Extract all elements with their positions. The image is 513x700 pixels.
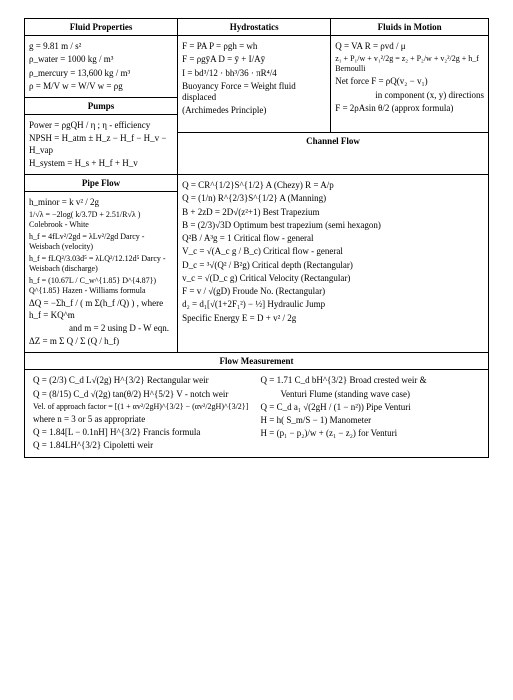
eq-rho-water: ρ_water = 1000 kg / m³	[29, 54, 173, 65]
eq-pf2: 1/√λ = −2log( k/3.7D + 2.51/R√λ ) Colebr…	[29, 210, 173, 230]
cell-flowmeas: Q = (2/3) C_d L√(2g) H^{3/2} Rectangular…	[25, 370, 489, 457]
eq-fm-r3: Q = C_d a₁ √(2gH / (1 − n²)) Pipe Ventur…	[261, 402, 481, 413]
eq-hs5: (Archimedes Principle)	[182, 105, 326, 116]
eq-fm-l3: Vel. of approach factor = [(1 + αv²/2gH)…	[33, 402, 253, 412]
eq-c8: v_c = √(D_c g) Critical Velocity (Rectan…	[182, 273, 484, 284]
eq-pf4: h_f = fLQ²/3.03d⁵ = λLQ²/12.12d⁵ Darcy -…	[29, 254, 173, 274]
header-fluid-props: Fluid Properties	[25, 19, 178, 36]
eq-p3: H_system = H_s + H_f + H_v	[29, 158, 173, 169]
eq-fm-l5: Q = 1.84[L − 0.1nH] H^{3/2} Francis form…	[33, 427, 253, 438]
eq-hs2: F = ρgȳA D = ȳ + I/Aȳ	[182, 54, 326, 65]
eq-m1: Q = VA R = ρvd / μ	[335, 41, 484, 52]
eq-pf1: h_minor = k v² / 2g	[29, 197, 173, 208]
eq-c3: B + 2zD = 2D√(z²+1) Best Trapezium	[182, 207, 484, 218]
header-fluids-motion: Fluids in Motion	[331, 19, 489, 36]
eq-fm-l2: Q = (8/15) C_d √(2g) tan(θ/2) H^{5/2} V …	[33, 389, 253, 400]
cell-hydrostatics: F = PA P = ρgh = wh F = ρgȳA D = ȳ + I/A…	[178, 36, 331, 133]
eq-pf8: ΔZ = m Σ Q / Σ (Q / h_f)	[29, 336, 173, 347]
eq-pf6: ΔQ = −Σh_f / ( m Σ(h_f /Q) ) , where h_f…	[29, 298, 173, 321]
eq-pf5: h_f = (10.67L / C_w^{1.85} D^{4.87}) Q^{…	[29, 276, 173, 296]
eq-c9: F = v / √(gD) Froude No. (Rectangular)	[182, 286, 484, 297]
cell-fluid-props: g = 9.81 m / s² ρ_water = 1000 kg / m³ ρ…	[25, 36, 178, 98]
eq-fm-r2: Venturi Flume (standing wave case)	[261, 389, 481, 400]
eq-fm-l1: Q = (2/3) C_d L√(2g) H^{3/2} Rectangular…	[33, 375, 253, 386]
header-hydrostatics: Hydrostatics	[178, 19, 331, 36]
eq-m2: z₁ + P₁/w + v₁²/2g = z₂ + P₂/w + v₂²/2g …	[335, 54, 484, 74]
eq-g: g = 9.81 m / s²	[29, 41, 173, 52]
eq-p1: Power = ρgQH / η ; η - efficiency	[29, 120, 173, 131]
cell-channel: Q = CR^{1/2}S^{1/2} A (Chezy) R = A/p Q …	[178, 175, 489, 353]
eq-c1: Q = CR^{1/2}S^{1/2} A (Chezy) R = A/p	[182, 180, 484, 191]
eq-c11: Specific Energy E = D + v² / 2g	[182, 313, 484, 324]
header-channel: Channel Flow	[178, 133, 489, 175]
eq-m5: F = 2ρAsin θ/2 (approx formula)	[335, 103, 484, 114]
header-flowmeas: Flow Measurement	[25, 353, 489, 370]
cell-pipe: h_minor = k v² / 2g 1/√λ = −2log( k/3.7D…	[25, 192, 178, 353]
header-pipe: Pipe Flow	[25, 175, 178, 192]
eq-density: ρ = M/V w = W/V w = ρg	[29, 81, 173, 92]
eq-c10: d₂ = d₁[√(1+2F₁²) − ½] Hydraulic Jump	[182, 299, 484, 310]
eq-c7: D_c = ³√(Q² / B²g) Critical depth (Recta…	[182, 260, 484, 271]
eq-rho-mercury: ρ_mercury = 13,600 kg / m³	[29, 68, 173, 79]
eq-fm-r1: Q = 1.71 C_d bH^{3/2} Broad crested weir…	[261, 375, 481, 386]
eq-hs4: Buoyancy Force = Weight fluid displaced	[182, 81, 326, 104]
eq-fm-l6: Q = 1.84LH^{3/2} Cipoletti weir	[33, 440, 253, 451]
eq-hs3: I = bd³/12 · bh³/36 · πR⁴/4	[182, 68, 326, 79]
eq-pf7: and m = 2 using D - W eqn.	[29, 323, 173, 334]
eq-fm-r4: H = h( S_m/S − 1) Manometer	[261, 415, 481, 426]
cell-motion: Q = VA R = ρvd / μ z₁ + P₁/w + v₁²/2g = …	[331, 36, 489, 133]
eq-c2: Q = (1/n) R^{2/3}S^{1/2} A (Manning)	[182, 193, 484, 204]
eq-p2: NPSH = H_atm ± H_z − H_f − H_v − H_vap	[29, 133, 173, 156]
eq-pf3: h_f = 4fLv²/2gd = λLv²/2gd Darcy - Weisb…	[29, 232, 173, 252]
eq-fm-r5: H = (p₁ − p₂)/w + (z₁ − z₂) for Venturi	[261, 428, 481, 439]
eq-m4: in component (x, y) directions	[335, 90, 484, 101]
eq-c5: Q²B / A³g = 1 Critical flow - general	[182, 233, 484, 244]
eq-fm-l4: where n = 3 or 5 as appropriate	[33, 414, 253, 425]
eq-hs1: F = PA P = ρgh = wh	[182, 41, 326, 52]
formula-table: Fluid Properties Hydrostatics Fluids in …	[24, 18, 489, 458]
formula-sheet-page: Fluid Properties Hydrostatics Fluids in …	[0, 0, 513, 700]
eq-m3: Net force F = ρQ(v₂ − v₁)	[335, 76, 484, 87]
eq-c6: V_c = √(A_c g / B_c) Critical flow - gen…	[182, 246, 484, 257]
cell-pumps: Power = ρgQH / η ; η - efficiency NPSH =…	[25, 115, 178, 175]
eq-c4: B = (2/3)√3D Optimum best trapezium (sem…	[182, 220, 484, 231]
header-pumps: Pumps	[25, 98, 178, 115]
